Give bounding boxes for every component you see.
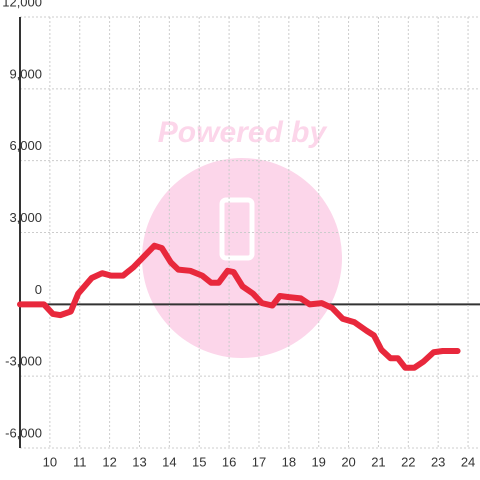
x-tick-label: 17: [252, 454, 266, 469]
x-tick-label: 24: [461, 454, 475, 469]
x-tick-label: 19: [311, 454, 325, 469]
y-tick-label: 9,000: [9, 66, 42, 81]
x-tick-label: 21: [371, 454, 385, 469]
x-tick-label: 10: [43, 454, 57, 469]
y-tick-label: 0: [35, 282, 42, 297]
x-tick-label: 16: [222, 454, 236, 469]
y-tick-label: 12,000: [2, 0, 42, 9]
x-tick-label: 13: [132, 454, 146, 469]
x-tick-label: 12: [102, 454, 116, 469]
y-tick-label: -3,000: [5, 354, 42, 369]
x-tick-label: 11: [73, 454, 87, 469]
x-tick-label: 20: [341, 454, 355, 469]
x-tick-label: 23: [431, 454, 445, 469]
y-tick-label: -6,000: [5, 425, 42, 440]
x-tick-label: 15: [192, 454, 206, 469]
x-tick-label: 18: [282, 454, 296, 469]
x-tick-label: 22: [401, 454, 415, 469]
watermark-icon: [219, 197, 255, 261]
watermark-text: Powered by: [158, 116, 328, 149]
x-tick-label: 14: [162, 454, 176, 469]
line: [17, 242, 461, 371]
y-tick-label: 3,000: [9, 210, 42, 225]
y-tick-label: 6,000: [9, 138, 42, 153]
